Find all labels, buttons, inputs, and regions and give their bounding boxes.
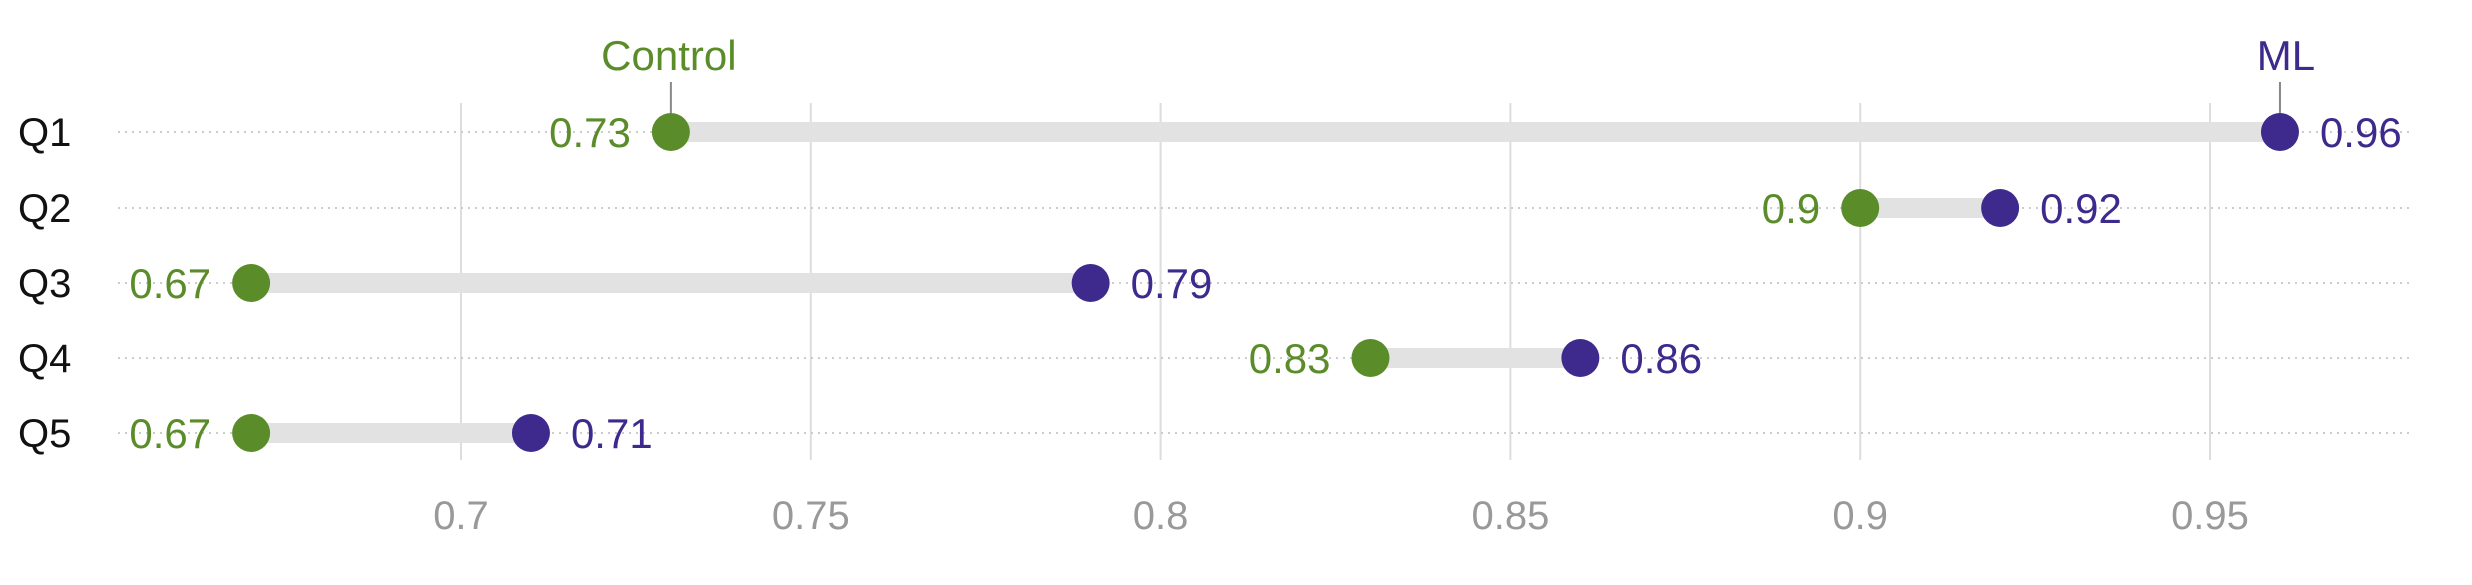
ml-value-label-q4: 0.86 — [1620, 335, 1702, 382]
control-point-q1 — [651, 113, 690, 151]
category-label-q1: Q1 — [18, 111, 71, 155]
ml-point-q2 — [1981, 189, 2020, 227]
x-tick-label: 0.95 — [2171, 494, 2249, 538]
x-tick-label: 0.75 — [772, 494, 850, 538]
control-point-q3 — [232, 264, 271, 302]
control-value-label-q4: 0.83 — [1249, 335, 1331, 382]
ml-value-label-q5: 0.71 — [571, 410, 653, 457]
control-series-label: Control — [601, 32, 736, 79]
category-label-q5: Q5 — [18, 412, 71, 456]
control-value-label-q2: 0.9 — [1762, 185, 1820, 232]
ml-value-label-q2: 0.92 — [2040, 185, 2122, 232]
x-tick-label: 0.9 — [1832, 494, 1888, 538]
control-value-label-q3: 0.67 — [129, 260, 211, 307]
x-axis: 0.7 0.75 0.8 0.85 0.9 0.95 — [433, 494, 2249, 538]
category-label-q2: Q2 — [18, 187, 71, 231]
category-label-q4: Q4 — [18, 337, 71, 381]
control-point-q2 — [1841, 189, 1880, 227]
point-layer — [232, 113, 2299, 452]
ml-point-q3 — [1071, 264, 1110, 302]
control-point-q4 — [1351, 339, 1390, 377]
ml-point-q1 — [2260, 113, 2299, 151]
ml-point-q4 — [1561, 339, 1600, 377]
ml-value-label-q1: 0.96 — [2320, 109, 2402, 156]
grid-layer — [460, 103, 2211, 460]
control-point-q5 — [232, 414, 271, 452]
connector-layer — [251, 122, 2280, 443]
control-value-label-q5: 0.67 — [129, 410, 211, 457]
x-tick-label: 0.7 — [433, 494, 489, 538]
x-tick-label: 0.85 — [1471, 494, 1549, 538]
ml-value-label-q3: 0.79 — [1131, 260, 1213, 307]
ml-series-label: ML — [2257, 32, 2315, 79]
x-tick-label: 0.8 — [1133, 494, 1189, 538]
label-layer: Q1 0.73 0.96 Q2 0.9 0.92 Q3 0.67 0.79 Q4 0.83 0.86 Q… — [18, 109, 2402, 457]
ml-point-q5 — [511, 414, 550, 452]
category-label-q3: Q3 — [18, 262, 71, 306]
series-labels: Control ML — [601, 32, 2315, 113]
control-value-label-q1: 0.73 — [549, 109, 631, 156]
